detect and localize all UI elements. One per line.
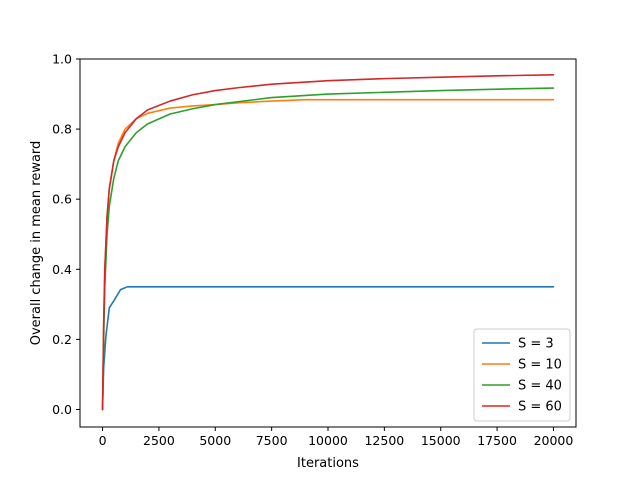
y-tick-label: 0.6 <box>52 192 72 207</box>
x-tick-label: 7500 <box>256 433 288 448</box>
legend-item: S = 3 <box>482 337 554 352</box>
series-line-4 <box>101 73 555 411</box>
y-tick-label: 0.0 <box>52 402 72 417</box>
series-line-1 <box>101 286 555 411</box>
x-tick-label: 2500 <box>143 433 175 448</box>
y-tick-label: 1.0 <box>52 52 72 67</box>
x-axis-label: Iterations <box>297 456 359 471</box>
legend-item: S = 10 <box>482 358 562 373</box>
y-axis-label: Overall change in mean reward <box>29 141 44 346</box>
legend-label: S = 3 <box>518 337 554 352</box>
legend-box <box>473 328 571 422</box>
legend-item: S = 60 <box>482 400 562 415</box>
x-axis-ticks: 0 2500 5000 7500 10000 12500 15000 17500 20000 <box>99 427 574 448</box>
y-tick-label: 0.8 <box>52 122 72 137</box>
x-tick-label: 17500 <box>477 433 517 448</box>
legend-label: S = 10 <box>518 358 562 373</box>
x-tick-label: 0 <box>99 433 107 448</box>
legend-label: S = 60 <box>518 400 562 415</box>
series-layer <box>101 73 555 411</box>
y-tick-label: 0.2 <box>52 332 72 347</box>
x-tick-label: 10000 <box>308 433 348 448</box>
y-tick-label: 0.4 <box>52 262 72 277</box>
legend-label: S = 40 <box>518 379 562 394</box>
legend: S = 3 S = 10 S = 40 S = 60 <box>473 328 571 422</box>
x-tick-label: 20000 <box>534 433 574 448</box>
x-tick-label: 15000 <box>421 433 461 448</box>
x-tick-label: 12500 <box>364 433 404 448</box>
y-axis-ticks: 0.0 0.2 0.4 0.6 0.8 1.0 <box>52 52 80 417</box>
x-tick-label: 5000 <box>199 433 231 448</box>
legend-item: S = 40 <box>482 379 562 394</box>
